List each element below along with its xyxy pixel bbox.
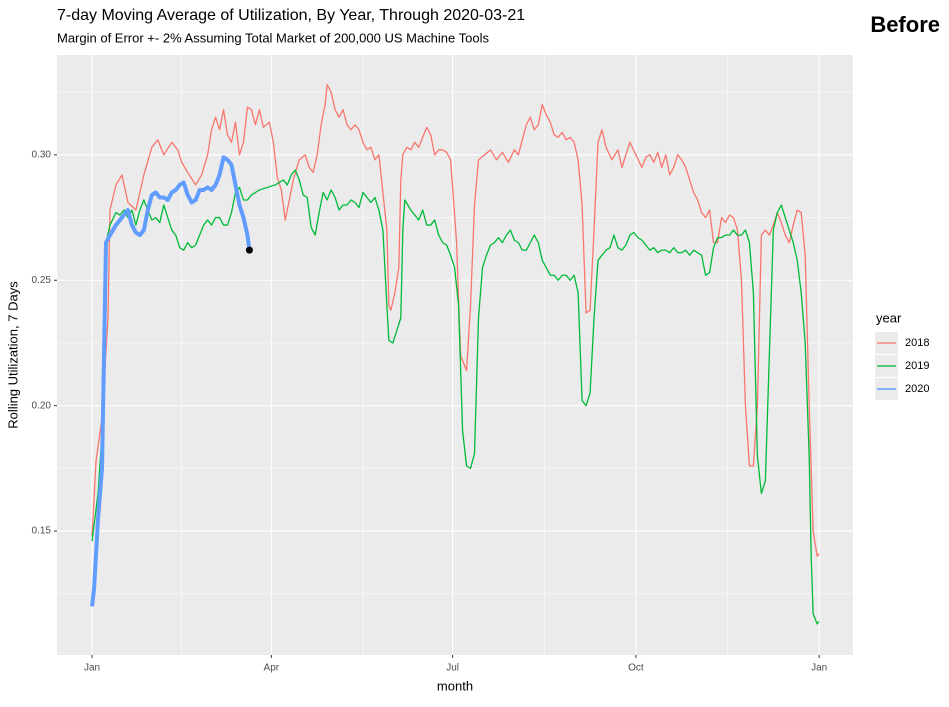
legend-label: 2018 bbox=[905, 337, 929, 349]
y-tick-label: 0.15 bbox=[32, 526, 52, 537]
line-series bbox=[91, 83, 820, 557]
chart-title: 7-day Moving Average of Utilization, By … bbox=[57, 7, 525, 24]
legend-title: year bbox=[876, 310, 902, 325]
legend-label: 2019 bbox=[905, 360, 929, 372]
y-tick-label: 0.30 bbox=[32, 149, 52, 160]
end-point bbox=[245, 246, 253, 254]
line-series bbox=[90, 155, 252, 607]
plot-panel bbox=[57, 55, 853, 655]
y-axis-label: Rolling Utilization, 7 Days bbox=[5, 281, 20, 429]
x-tick-label: Jan bbox=[84, 663, 100, 674]
y-tick-label: 0.25 bbox=[32, 275, 52, 286]
x-tick-label: Jul bbox=[446, 663, 459, 674]
legend-label: 2020 bbox=[905, 383, 929, 395]
annotation: Before bbox=[870, 12, 940, 37]
line-series bbox=[91, 169, 820, 625]
x-tick-label: Jan bbox=[811, 663, 827, 674]
chart-subtitle: Margin of Error +- 2% Assuming Total Mar… bbox=[57, 30, 489, 45]
x-tick-label: Oct bbox=[628, 663, 644, 674]
y-tick-label: 0.20 bbox=[32, 400, 52, 411]
x-tick-label: Apr bbox=[264, 663, 280, 674]
x-axis-label: month bbox=[437, 678, 473, 693]
